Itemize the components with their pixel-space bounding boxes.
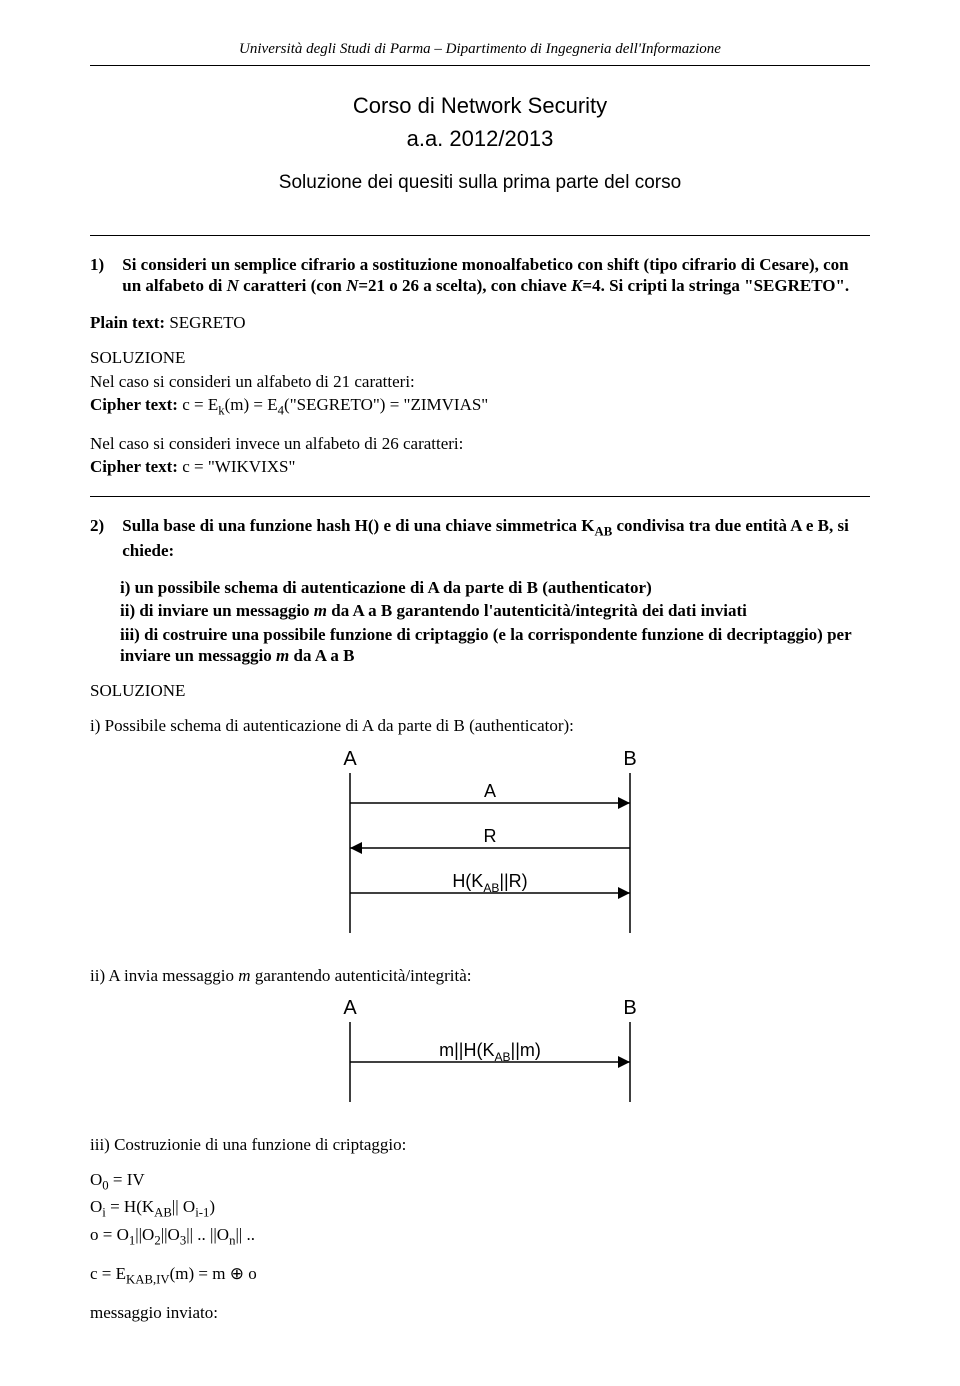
q1-text: Si consideri un semplice cifrario a sost… [122, 254, 862, 297]
diagram1-label-a: A [343, 748, 357, 770]
diagram1-msg3-pre: H(K [452, 871, 483, 891]
diagram2-msg-sub: AB [495, 1050, 511, 1064]
q2-iii: iii) di costruire una possibile funzione… [120, 624, 870, 667]
q2-eq2-sub-ab: AB [154, 1206, 172, 1220]
q2-eq2-a: O [90, 1197, 102, 1216]
q2-eq2-mid: = H(K [106, 1197, 154, 1216]
q1-solution-label: SOLUZIONE [90, 347, 870, 368]
q2-iii-m: m [276, 646, 289, 665]
q2-solution-label: SOLUZIONE [90, 680, 870, 701]
diagram1-msg3: H(KAB||R) [452, 871, 527, 895]
q2-ii-m: m [314, 601, 327, 620]
diagram1-msg2: R [484, 826, 497, 846]
q1-text-mid3: =4. Si cripti la stringa "SEGRETO". [582, 276, 849, 295]
q1-plain-label: Plain text: [90, 313, 165, 332]
diagram1-label-b: B [623, 748, 636, 770]
q1-N2: N [346, 276, 358, 295]
diagram2-msg-post: ||m) [511, 1040, 541, 1060]
diagram2-msg-pre: m||H(K [439, 1040, 494, 1060]
q2-eq1-tail: = IV [109, 1170, 145, 1189]
q2-subitems: i) un possibile schema di autenticazione… [120, 577, 870, 666]
q1-cipher26: Cipher text: c = "WIKVIXS" [90, 456, 870, 477]
q2-part-ii: ii) A invia messaggio m garantendo auten… [90, 965, 870, 986]
q2-eq3-c: ||O [161, 1225, 180, 1244]
diagram1-msg3-post: ||R) [499, 871, 527, 891]
q2-eq3: o = O1||O2||O3|| .. ||On|| .. [90, 1224, 870, 1249]
q2-sub-ab: AB [595, 524, 613, 538]
q1-cipher26-value: c = "WIKVIXS" [178, 457, 295, 476]
q1-N: N [227, 276, 239, 295]
q1-plain-value: SEGRETO [165, 313, 245, 332]
q1-cipher21-a: c = E [178, 395, 218, 414]
q1-K: K [571, 276, 582, 295]
q1-top-rule [90, 235, 870, 236]
diagram1-msg3-sub: AB [483, 881, 499, 895]
q2-eq1: O0 = IV [90, 1169, 870, 1194]
q1-cipher21: Cipher text: c = Ek(m) = E4("SEGRETO") =… [90, 394, 870, 419]
q2-text: Sulla base di una funzione hash H() e di… [122, 515, 862, 562]
page-header: Università degli Studi di Parma – Dipart… [90, 40, 870, 59]
q2-eq4-tail: (m) = m ⊕ o [170, 1264, 257, 1283]
q2-eq1-a: O [90, 1170, 102, 1189]
q2-part-ii-pre: ii) A invia messaggio [90, 966, 238, 985]
q2-eq2-mid2: || O [172, 1197, 195, 1216]
q2-ii-post: da A a B garantendo l'autenticità/integr… [327, 601, 747, 620]
diagram-authenticator: A B A R H(KAB||R) [300, 743, 660, 943]
q1-cipher21-tail: ("SEGRETO") = "ZIMVIAS" [284, 395, 488, 414]
q2-eq4-a: c = E [90, 1264, 126, 1283]
q2-text-prefix: Sulla base di una funzione hash H() e di… [122, 516, 594, 535]
q2-i: i) un possibile schema di autenticazione… [120, 577, 870, 598]
header-rule [90, 65, 870, 66]
q1-case21: Nel caso si consideri un alfabeto di 21 … [90, 371, 870, 392]
q2-part-iii: iii) Costruzionie di una funzione di cri… [90, 1134, 870, 1155]
diagram2-msg: m||H(KAB||m) [439, 1040, 541, 1064]
question-2: 2) Sulla base di una funzione hash H() e… [90, 515, 870, 562]
diagram2-label-a: A [343, 997, 357, 1019]
q2-iii-post: da A a B [289, 646, 354, 665]
q2-iii-pre: iii) di costruire una possibile funzione… [120, 625, 851, 665]
q1-case26: Nel caso si consideri invece un alfabeto… [90, 433, 870, 454]
q2-ii: ii) di inviare un messaggio m da A a B g… [120, 600, 870, 621]
diagram-integrity: A B m||H(KAB||m) [300, 992, 660, 1112]
q1-cipher21-label: Cipher text: [90, 395, 178, 414]
q2-msg-sent: messaggio inviato: [90, 1302, 870, 1323]
q2-eq3-tail: || .. [235, 1225, 255, 1244]
page: Università degli Studi di Parma – Dipart… [0, 0, 960, 1386]
q2-eq3-b: ||O [135, 1225, 154, 1244]
diagram1-msg1: A [484, 781, 496, 801]
q2-eq3-a: o = O [90, 1225, 129, 1244]
q2-part-ii-post: garantendo autenticità/integrità: [251, 966, 472, 985]
q2-eq4: c = EKAB,IV(m) = m ⊕ o [90, 1263, 870, 1288]
q2-top-rule [90, 496, 870, 497]
course-title: Corso di Network Security [90, 92, 870, 120]
q2-eq3-d: || .. ||O [186, 1225, 229, 1244]
question-1: 1) Si consideri un semplice cifrario a s… [90, 254, 870, 297]
q2-eq4-sub: KAB,IV [126, 1273, 170, 1287]
q1-text-mid2: =21 o 26 a scelta), con chiave [358, 276, 571, 295]
diagram2-label-b: B [623, 997, 636, 1019]
q2-eq2: Oi = H(KAB|| Oi-1) [90, 1196, 870, 1221]
q2-part-i: i) Possibile schema di autenticazione di… [90, 715, 870, 736]
course-year: a.a. 2012/2013 [90, 125, 870, 153]
q1-cipher21-mid: (m) = E [225, 395, 278, 414]
q2-eq2-sub-im1: i-1 [195, 1206, 209, 1220]
q2-ii-pre: ii) di inviare un messaggio [120, 601, 314, 620]
q2-number: 2) [90, 515, 118, 536]
q2-part-ii-m: m [238, 966, 250, 985]
q1-cipher26-label: Cipher text: [90, 457, 178, 476]
q1-plaintext: Plain text: SEGRETO [90, 312, 870, 333]
q1-number: 1) [90, 254, 118, 275]
q1-text-mid1: caratteri (con [239, 276, 346, 295]
q2-eq2-tail: ) [209, 1197, 215, 1216]
solutions-heading: Soluzione dei quesiti sulla prima parte … [90, 171, 870, 195]
